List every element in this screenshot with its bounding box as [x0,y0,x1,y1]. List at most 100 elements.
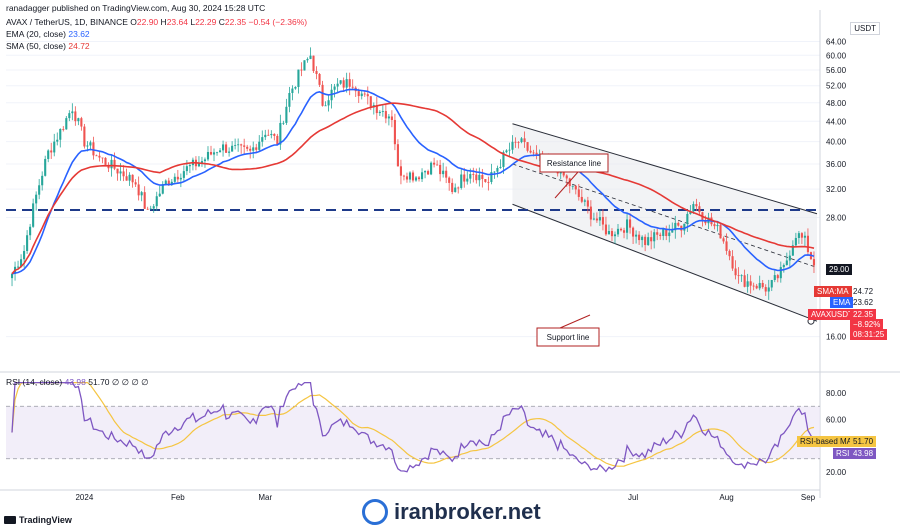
candle-body [179,177,182,180]
candle-body [740,275,743,277]
candle-body [98,155,101,158]
candle-body [237,144,240,146]
candle-body [610,231,614,237]
candle-body [390,116,393,120]
candle-body [261,137,264,142]
candle-body [206,151,210,160]
candle-body [342,80,345,88]
candle-body [131,174,134,183]
candle-body [80,118,83,127]
candle-body [273,133,276,136]
time-axis[interactable]: 2024 Feb Mar Jul Aug Sep [0,489,820,502]
candle-body [173,176,176,182]
candle-body [327,100,330,106]
price-tick-label: 64.00 [826,38,847,47]
candle-body [212,152,216,155]
candle-body [59,129,62,140]
price-tick-label: 16.00 [826,333,847,342]
candle-body [279,122,282,145]
candle-body [520,138,523,143]
candle-body [650,237,653,242]
candle-body [755,285,758,289]
candle-body [752,285,755,287]
price-tick-label: 44.00 [826,117,847,126]
resistance-callout-text: Resistance line [547,159,602,168]
candle-body [203,159,207,162]
candle-body [448,177,451,183]
candle-body [318,73,321,85]
candle-body [716,224,719,227]
candle-body [746,281,749,287]
currency-button[interactable]: USDT [850,22,880,35]
sma-price-tag: SMA:MA [814,286,852,297]
candle-body [182,171,185,178]
candle-body [234,145,237,146]
candle-body [589,206,592,220]
candle-body [535,152,538,155]
candle-body [44,158,47,176]
candle-body [656,232,659,235]
sma-tag-label: SMA:MA [817,287,849,296]
symbol-text: AVAX / TetherUS, 1D, BINANCE [6,17,128,27]
sma-50-line [11,102,815,275]
candle-body [511,141,514,150]
watermark-text: iranbroker.net [394,499,541,524]
candle-body [164,180,167,185]
candle-body [454,187,457,193]
candle-body [607,231,611,235]
candle-body [170,181,173,186]
candle-body [345,79,348,88]
tradingview-label: TradingView [19,515,72,525]
candle-body [357,91,360,97]
candle-body [629,219,632,228]
support-line [512,203,818,322]
candle-body [384,111,387,119]
tradingview-logo[interactable]: TradingView [4,515,72,525]
channel-midline [512,163,818,268]
candle-body [176,176,179,180]
candle-body [158,193,161,197]
candle-body [601,217,604,225]
candle-body [517,141,520,143]
annotations: Resistance line Support line [536,153,609,347]
candle-body [348,79,351,87]
rsi-value: 43.98 [64,377,86,387]
candle-body [644,236,647,246]
candle-body [104,157,107,165]
candle-body [502,152,505,167]
time-tick-label: Feb [171,493,185,502]
symbol-line: AVAX / TetherUS, 1D, BINANCE O22.90 H23.… [6,17,307,28]
candle-body [616,228,620,235]
rsi-ma-tag: RSI-based MA [797,436,856,447]
candle-body [23,251,26,260]
candle-body [50,150,53,153]
rsi-tag-value: 43.98 [850,448,877,459]
candle-body [369,96,372,108]
price-axis[interactable]: 64.00 60.00 56.00 52.00 48.00 44.00 40.00 36.00… [819,10,847,498]
resistance-line [512,123,818,215]
candle-body [734,268,737,276]
candle-body [592,218,595,220]
broker-logo-icon [362,499,388,525]
candle-body [32,203,35,227]
candle-body [116,168,119,174]
candle-body [794,237,797,246]
rsi-label: RSI (14, close) [6,377,63,387]
time-tick-label: Aug [719,493,733,502]
candle-body [393,119,396,145]
candle-body [439,164,442,175]
candle-body [71,111,74,114]
candle-body [282,122,285,124]
candle-body [77,118,80,122]
candle-body [490,172,493,183]
candle-body [137,184,140,196]
candle-body [351,86,354,88]
price-tick-label: 48.00 [826,99,847,108]
candle-body [529,150,532,153]
candle-body [671,230,674,233]
price-tick-label: 52.00 [826,82,847,91]
candle-body [47,150,50,159]
candle-body [499,166,502,168]
ohlc-l: 22.29 [195,17,217,27]
